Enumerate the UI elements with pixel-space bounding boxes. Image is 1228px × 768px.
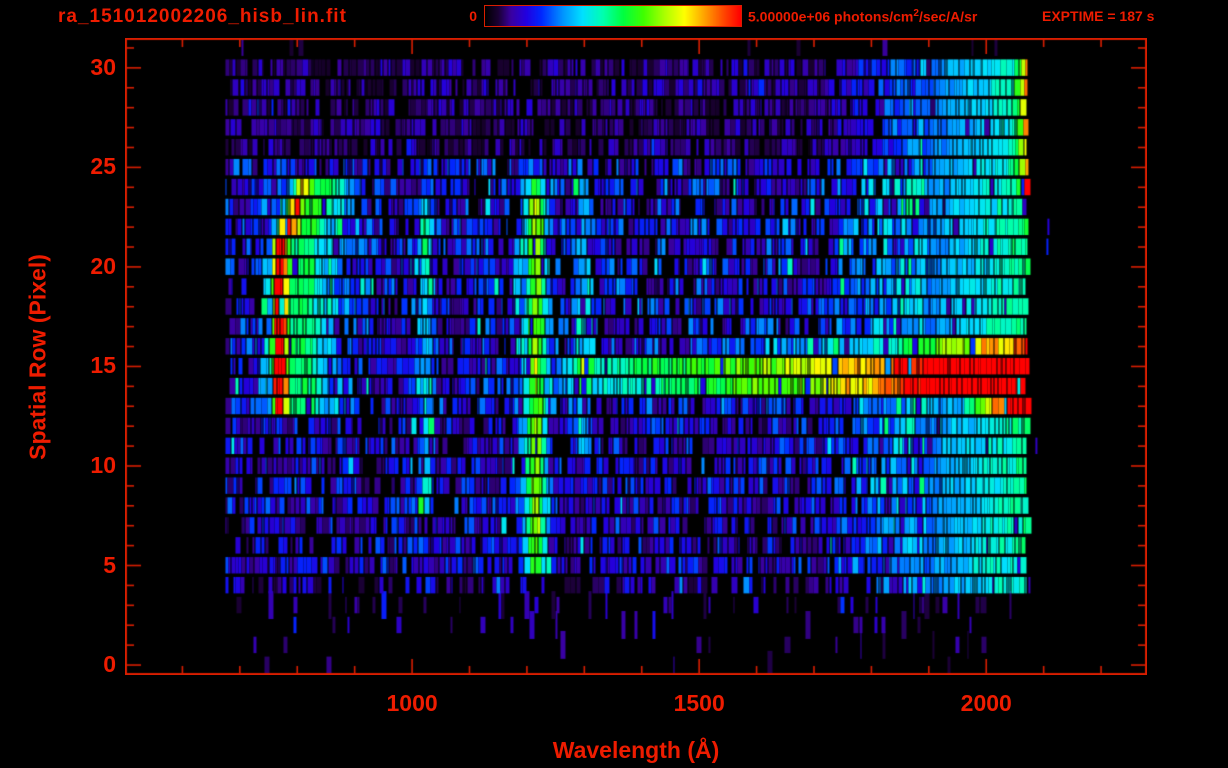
colorbar-gradient — [485, 6, 741, 26]
plot-title: ra_151012002206_hisb_lin.fit — [58, 6, 347, 27]
colorbar-max-label: 5.00000e+06 photons/cm2/sec/A/sr — [748, 8, 977, 25]
colorbar-units-prefix: photons/cm — [830, 8, 914, 25]
y-axis-label: Spatial Row (Pixel) — [24, 254, 51, 460]
x-tick-label: 1500 — [673, 690, 725, 716]
x-tick-label: 1000 — [386, 690, 438, 716]
y-tick-label: 20 — [90, 252, 116, 279]
colorbar-units-superscript: 2 — [913, 8, 919, 19]
y-tick-label: 10 — [90, 451, 116, 478]
y-tick-label: 15 — [90, 352, 116, 379]
y-tick-label: 0 — [103, 651, 116, 678]
colorbar-units-suffix: /sec/A/sr — [918, 8, 978, 25]
colorbar-max-value: 5.00000e+06 — [748, 8, 831, 25]
exptime-label: EXPTIME = 187 s — [1042, 8, 1155, 24]
y-tick-label: 25 — [90, 153, 116, 180]
y-tick-label: 5 — [103, 551, 116, 578]
x-axis-label: Wavelength (Å) — [552, 737, 720, 763]
y-tick-label: 30 — [90, 53, 116, 80]
spectral-image-canvas — [125, 38, 1147, 675]
colorbar — [484, 5, 742, 27]
x-tick-label: 2000 — [960, 690, 1012, 716]
colorbar-min-label: 0 — [469, 8, 477, 24]
